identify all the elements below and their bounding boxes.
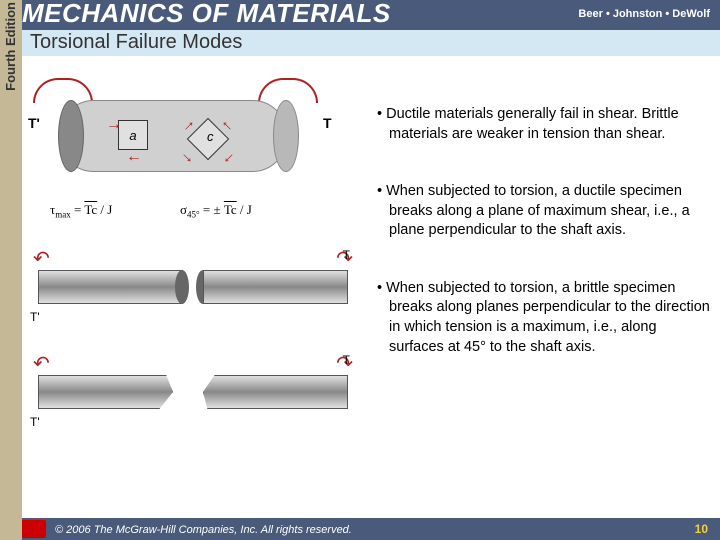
ductile-fracture-figure: ↶ ↷ T' T <box>28 240 358 335</box>
edition-label: Fourth Edition <box>3 2 18 91</box>
label-t: T <box>343 353 350 367</box>
bullet-text: When subjected to torsion, a brittle spe… <box>386 280 710 355</box>
label-t-prime: T' <box>28 115 40 131</box>
torque-arrow-icon: ↶ <box>33 246 50 271</box>
label-t: T <box>343 248 350 262</box>
bullet-text: When subjected to torsion, a ductile spe… <box>386 183 690 238</box>
torque-arc-left <box>33 78 93 103</box>
page-number: 10 <box>695 522 708 536</box>
label-t-prime: T' <box>30 310 40 324</box>
bullet-text: Ductile materials generally fail in shea… <box>386 106 679 142</box>
book-title: MECHANICS OF MATERIALS <box>22 0 391 29</box>
cylinder-right-cap <box>273 100 299 172</box>
torque-arc-right <box>258 78 318 103</box>
shaft-left-piece <box>38 270 183 304</box>
label-t-prime: T' <box>30 415 40 429</box>
cylinder-body <box>58 100 288 172</box>
brittle-left-piece <box>38 375 173 409</box>
shear-arrow-icon: ← <box>126 148 142 166</box>
label-t: T <box>323 115 332 131</box>
torsion-diagram: T' T a c → ← → ← → ← <box>28 70 358 220</box>
shear-arrow-icon: → <box>106 116 122 134</box>
slide-subtitle: Torsional Failure Modes <box>30 31 242 54</box>
copyright-text: © 2006 The McGraw-Hill Companies, Inc. A… <box>55 524 352 536</box>
stress-element-a: a <box>118 120 148 150</box>
torque-arrow-icon: ↶ <box>33 351 50 376</box>
brittle-fracture-figure: ↶ ↷ T' T <box>28 345 358 440</box>
authors: Beer • Johnston • DeWolf <box>578 8 710 20</box>
shaft-right-piece <box>203 270 348 304</box>
equation-tau-max: τmax = Tc / J <box>50 202 112 220</box>
brittle-right-piece <box>203 375 348 409</box>
bullet-item: • When subjected to torsion, a brittle s… <box>375 279 710 357</box>
bullet-list: • Ductile materials generally fail in sh… <box>375 105 710 395</box>
equation-sigma-45: σ45° = ± Tc / J <box>180 202 252 220</box>
shaft-break-face <box>175 270 189 304</box>
bullet-item: • Ductile materials generally fail in sh… <box>375 105 710 144</box>
bullet-item: • When subjected to torsion, a ductile s… <box>375 182 710 241</box>
cylinder-left-cap <box>58 100 84 172</box>
stress-element-c-label: c <box>207 126 214 148</box>
